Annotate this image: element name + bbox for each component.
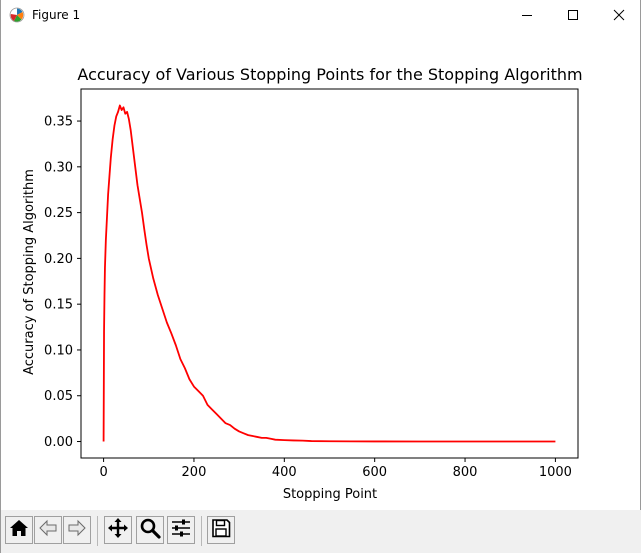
back-button[interactable] (34, 516, 62, 544)
arrow-right-icon (66, 517, 88, 543)
line-chart[interactable]: Accuracy of Various Stopping Points for … (1, 31, 641, 510)
maximize-button[interactable] (550, 0, 596, 31)
x-tick-label: 400 (272, 465, 297, 480)
pan-button[interactable] (104, 516, 132, 544)
sliders-icon (170, 517, 192, 543)
y-tick-label: 0.35 (44, 115, 73, 130)
y-tick-label: 0.15 (44, 298, 73, 313)
matplotlib-icon (9, 7, 25, 23)
figure-canvas[interactable]: Accuracy of Various Stopping Points for … (1, 31, 641, 510)
magnifier-icon (139, 517, 161, 543)
arrow-left-icon (37, 517, 59, 543)
y-tick-label: 0.30 (44, 160, 73, 175)
x-tick-label: 1000 (539, 465, 572, 480)
x-tick-label: 600 (362, 465, 387, 480)
chart-title: Accuracy of Various Stopping Points for … (77, 65, 582, 84)
close-icon (613, 6, 625, 25)
axes-frame (80, 88, 579, 459)
home-button[interactable] (5, 516, 33, 544)
x-tick-label: 200 (182, 465, 207, 480)
x-tick-label: 800 (453, 465, 478, 480)
window-title: Figure 1 (32, 8, 81, 22)
minimize-button[interactable] (504, 0, 550, 31)
y-tick-label: 0.20 (44, 252, 73, 267)
toolbar-separator (97, 516, 98, 546)
move-icon (107, 517, 129, 543)
minimize-icon (521, 6, 533, 25)
configure-subplots-button[interactable] (167, 516, 195, 544)
toolbar-separator (201, 516, 202, 546)
zoom-button[interactable] (136, 516, 164, 544)
series-line (102, 104, 556, 443)
navigation-toolbar (1, 510, 641, 553)
maximize-icon (567, 6, 579, 25)
x-axis-label: Stopping Point (283, 487, 377, 502)
forward-button[interactable] (63, 516, 91, 544)
floppy-disk-icon (210, 517, 232, 543)
y-tick-label: 0.00 (44, 435, 73, 450)
plot-area (102, 104, 556, 443)
home-icon (8, 517, 30, 543)
y-tick-label: 0.10 (44, 343, 73, 358)
save-button[interactable] (207, 516, 235, 544)
y-tick-label: 0.25 (44, 206, 73, 221)
x-tick-label: 0 (99, 465, 107, 480)
title-bar[interactable]: Figure 1 (1, 0, 640, 31)
y-tick-label: 0.05 (44, 389, 73, 404)
y-axis-label: Accuracy of Stopping Algorithm (22, 169, 37, 375)
axes: 0 200 400 600 800 1000 0.00 0.05 0.10 0.15 0.20 0.2… (44, 88, 579, 480)
close-button[interactable] (596, 0, 642, 31)
